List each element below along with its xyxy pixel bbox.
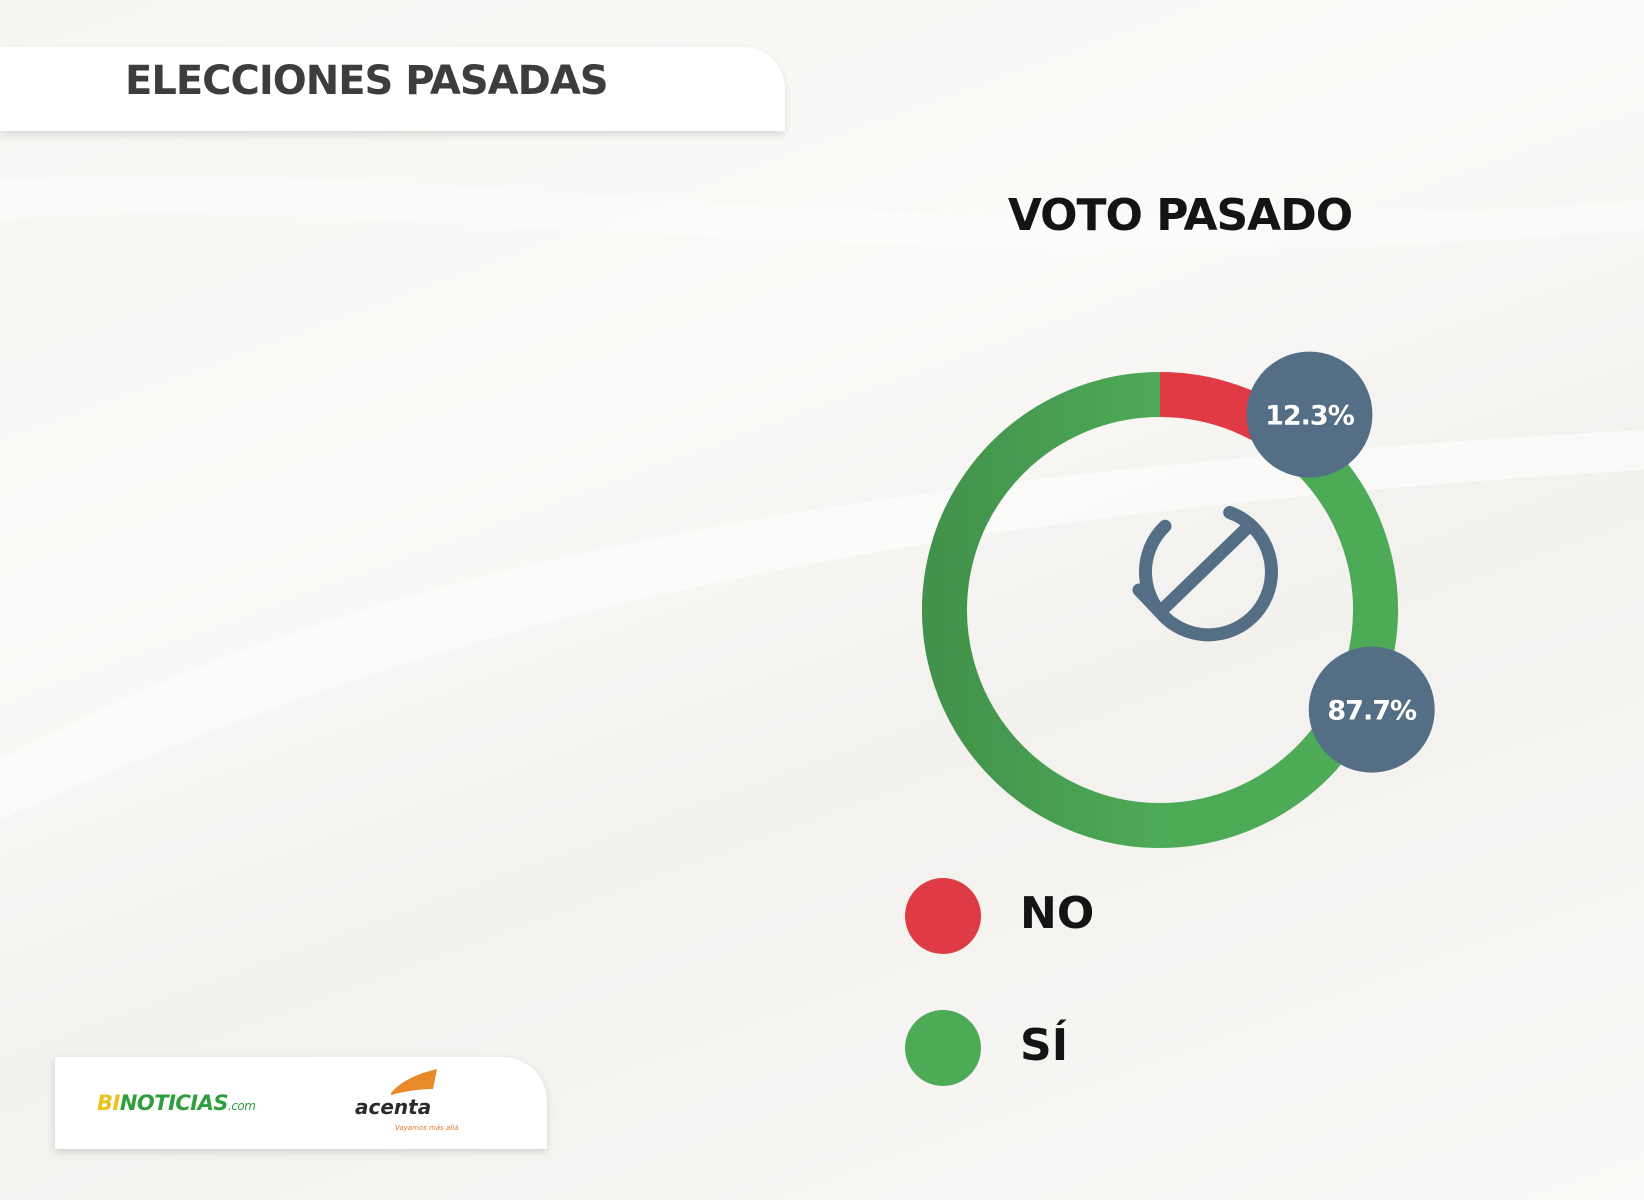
donut-chart: 12.3% 87.7% (922, 351, 1435, 848)
legend-label-si: SÍ (1020, 1020, 1069, 1071)
binoticias-logo: BINOTICIAS.com (97, 1091, 256, 1115)
donut-shading (922, 372, 1398, 848)
binoticias-logo-noticias: NOTICIAS (119, 1091, 229, 1115)
value-badge-circle (1246, 351, 1373, 478)
legend-item-si: SÍ (905, 1010, 1265, 1086)
header-card (0, 47, 785, 131)
chart-title: VOTO PASADO (1007, 190, 1353, 241)
legend-swatch-no (905, 878, 981, 954)
check-circle-icon (1132, 506, 1278, 642)
binoticias-logo-suffix: .com (228, 1099, 256, 1113)
value-badge-circle (1308, 646, 1435, 773)
value-badge-si: 87.7% (1308, 646, 1435, 773)
legend-item-no: NO (905, 878, 1265, 954)
legend-swatch-si (905, 1010, 981, 1086)
value-label: 87.7% (1327, 696, 1417, 727)
legend-label-no: NO (1020, 888, 1095, 939)
acenta-wordmark: acenta (355, 1095, 432, 1119)
value-label: 12.3% (1265, 401, 1355, 432)
logo-card: BINOTICIAS.com acenta Vayamos más allá (55, 1057, 547, 1149)
value-badge-no: 12.3% (1246, 351, 1373, 478)
page-title: ELECCIONES PASADAS (125, 58, 609, 104)
acenta-tagline: Vayamos más allá (395, 1124, 459, 1132)
acenta-mark-icon (391, 1069, 437, 1095)
acenta-logo: acenta Vayamos más allá (355, 1067, 465, 1142)
binoticias-logo-bi: BI (97, 1091, 120, 1115)
